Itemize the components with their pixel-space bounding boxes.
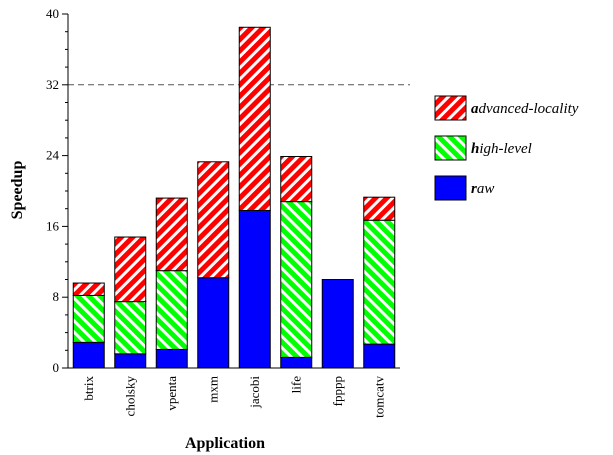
bar-vpenta-advanced-locality: [155, 197, 188, 272]
y-axis: 0 8 16 24 32 40: [46, 6, 69, 375]
bar-life-high-level: [280, 201, 313, 358]
bar-vpenta-high-level: [155, 270, 188, 350]
legend-swatch-advanced-locality: [434, 95, 467, 121]
bar-tomcatv-raw: [363, 343, 396, 369]
plot-area: [68, 26, 410, 369]
x-tick-label: life: [288, 376, 303, 394]
legend-label-raw: raw: [471, 181, 494, 197]
x-axis: btrix cholsky vpenta mxm jacobi life fpppp tomc…: [68, 367, 400, 418]
x-tick-label: vpenta: [164, 376, 179, 411]
bar-life-advanced-locality: [280, 155, 313, 203]
bar-tomcatv-high-level: [363, 219, 396, 345]
bar-btrix-advanced-locality: [72, 282, 105, 296]
bar-fpppp-raw: [321, 279, 354, 369]
y-tick-label: 0: [53, 360, 60, 375]
bar-mxm-raw: [197, 277, 230, 369]
legend-swatch-raw: [434, 175, 467, 201]
x-tick-label: fpppp: [330, 376, 345, 406]
x-tick-label: jacobi: [247, 376, 262, 409]
bar-btrix-raw: [72, 341, 105, 369]
y-axis-title: Speedup: [9, 161, 26, 220]
bar-vpenta-raw: [155, 348, 188, 369]
bar-cholsky-raw: [114, 353, 147, 369]
y-tick-label: 16: [46, 218, 60, 233]
x-tick-label: mxm: [205, 376, 220, 403]
legend: advanced-locality high-level raw: [434, 95, 579, 201]
bar-cholsky-advanced-locality: [114, 236, 147, 303]
x-tick-label: cholsky: [122, 376, 137, 417]
y-tick-label: 32: [46, 77, 59, 92]
x-tick-label: btrix: [81, 376, 96, 401]
bar-mxm-advanced-locality: [197, 161, 230, 279]
y-tick-label: 40: [46, 6, 59, 21]
legend-swatch-high-level: [434, 135, 467, 161]
bar-jacobi-advanced-locality: [238, 26, 271, 211]
bar-jacobi-raw: [238, 209, 271, 369]
bar-tomcatv-advanced-locality: [363, 196, 396, 221]
legend-label-high-level: high-level: [471, 141, 532, 157]
x-axis-title: Application: [185, 435, 265, 452]
legend-label-advanced-locality: advanced-locality: [471, 101, 579, 117]
bar-btrix-high-level: [72, 294, 105, 343]
y-tick-label: 8: [53, 289, 60, 304]
y-tick-label: 24: [46, 148, 60, 163]
bar-cholsky-high-level: [114, 301, 147, 355]
bar-life-raw: [280, 356, 313, 369]
x-tick-label: tomcatv: [371, 376, 386, 418]
